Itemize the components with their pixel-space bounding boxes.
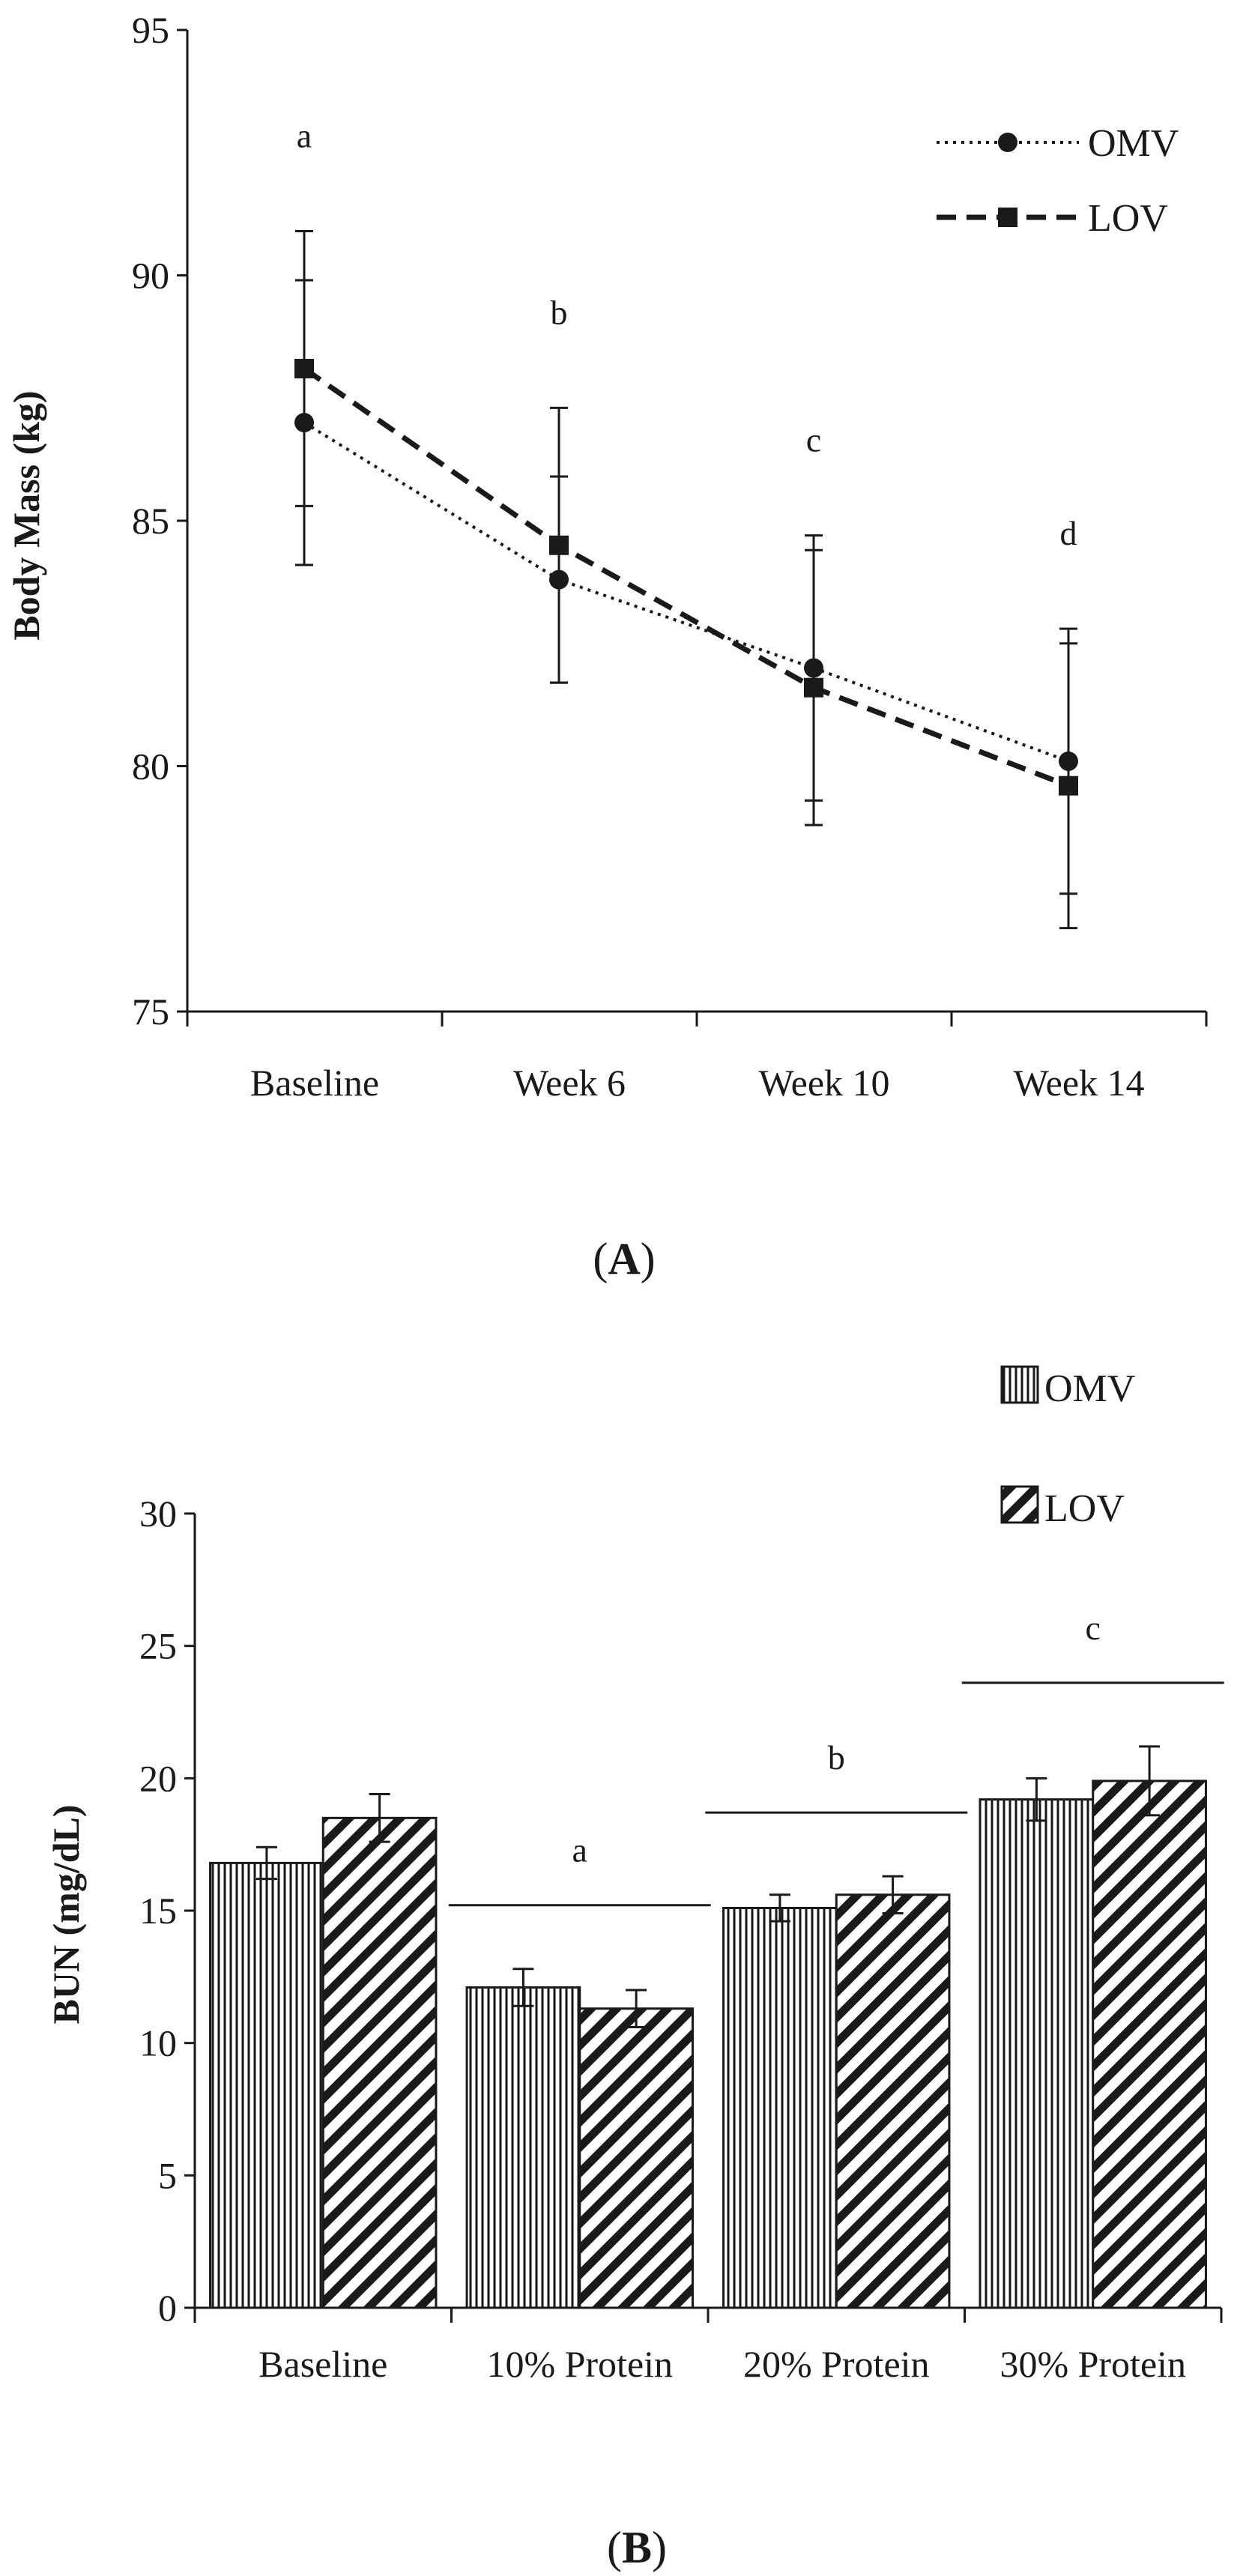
y-tick-label: 10 [139,2022,177,2064]
x-category-label: 30% Protein [999,2343,1186,2385]
data-point-lov [1059,775,1078,796]
significance-letter: a [297,117,312,155]
x-category-label: 20% Protein [743,2343,930,2385]
x-category-label: 10% Protein [486,2343,673,2385]
y-axis-label: BUN (mg/dL) [45,1804,87,2024]
y-tick-label: 5 [158,2154,177,2196]
y-tick-label: 15 [139,1890,177,1932]
panel-label-a: (A) [593,1234,655,1284]
series-line-lov [303,366,1070,788]
legend-marker [998,133,1017,152]
x-category-label: Week 14 [1013,1062,1144,1104]
y-axis-ticks: 0 5 10 15 20 25 30 [139,1493,195,2329]
significance-letter: d [1060,514,1077,552]
significance-letter: b [828,1738,845,1777]
y-tick-label: 80 [132,746,169,787]
x-axis-categories: Baseline Week 6 Week 10 Week 14 [250,1062,1145,1104]
y-tick-label: 25 [139,1625,177,1667]
bar-lov [835,1893,951,2309]
y-tick-label: 95 [132,9,169,51]
bar-omv [465,1986,581,2309]
legend-marker [998,208,1017,227]
bar-omv [209,1861,324,2309]
legend: OMV LOV [937,122,1179,240]
x-axis-categories: Baseline 10% Protein 20% Protein 30% Protei… [258,2343,1186,2385]
bun-chart: 0 5 10 15 20 25 30 a b c Baseline 10% Protein 20% … [45,1365,1224,2572]
y-tick-label: 90 [132,255,169,297]
significance-letters: a b c d [297,117,1077,553]
panel-label-b: (B) [607,2523,667,2572]
y-tick-label: 85 [132,500,169,542]
legend-swatch-lov [1000,1485,1039,1524]
significance-markers: a b c [448,1609,1224,1907]
legend-swatch-omv [1000,1365,1039,1404]
series-lines [303,366,1070,788]
legend-label: LOV [1044,1487,1125,1530]
significance-letter: c [1086,1609,1101,1647]
y-tick-label: 20 [139,1757,177,1799]
x-category-label: Week 6 [513,1062,626,1104]
bar-omv [722,1906,838,2309]
data-point-lov [804,677,823,698]
x-category-label: Baseline [258,2343,387,2385]
bars [209,1780,1207,2309]
bar-lov [321,1816,438,2309]
legend-label: OMV [1088,122,1179,165]
significance-letter: c [806,421,821,459]
significance-letter: a [572,1831,587,1869]
y-tick-label: 30 [139,1493,177,1535]
bar-lov [1092,1780,1207,2309]
axes [193,1514,1223,2323]
series-line-omv [303,421,1069,763]
y-axis-label: Body Mass (kg) [5,390,47,640]
y-tick-label: 0 [158,2287,177,2329]
significance-letter: b [551,293,568,331]
y-tick-label: 75 [132,991,169,1032]
legend-label: OMV [1044,1367,1135,1410]
y-axis-ticks: 75 80 85 90 95 [132,9,187,1032]
data-point-lov [294,358,314,378]
legend-label: LOV [1088,197,1168,240]
legend: OMV LOV [1000,1365,1135,1530]
bar-lov [578,2007,694,2309]
data-points [294,230,1078,930]
x-category-label: Baseline [250,1062,379,1104]
axes [186,30,1208,1027]
body-mass-chart: 75 80 85 90 95 a b c d Baseline Week 6 Week 10 Wee… [5,9,1208,1284]
bar-omv [979,1798,1095,2309]
data-point-lov [549,535,569,555]
x-category-label: Week 10 [758,1062,889,1104]
error-bars [255,1745,1161,2028]
